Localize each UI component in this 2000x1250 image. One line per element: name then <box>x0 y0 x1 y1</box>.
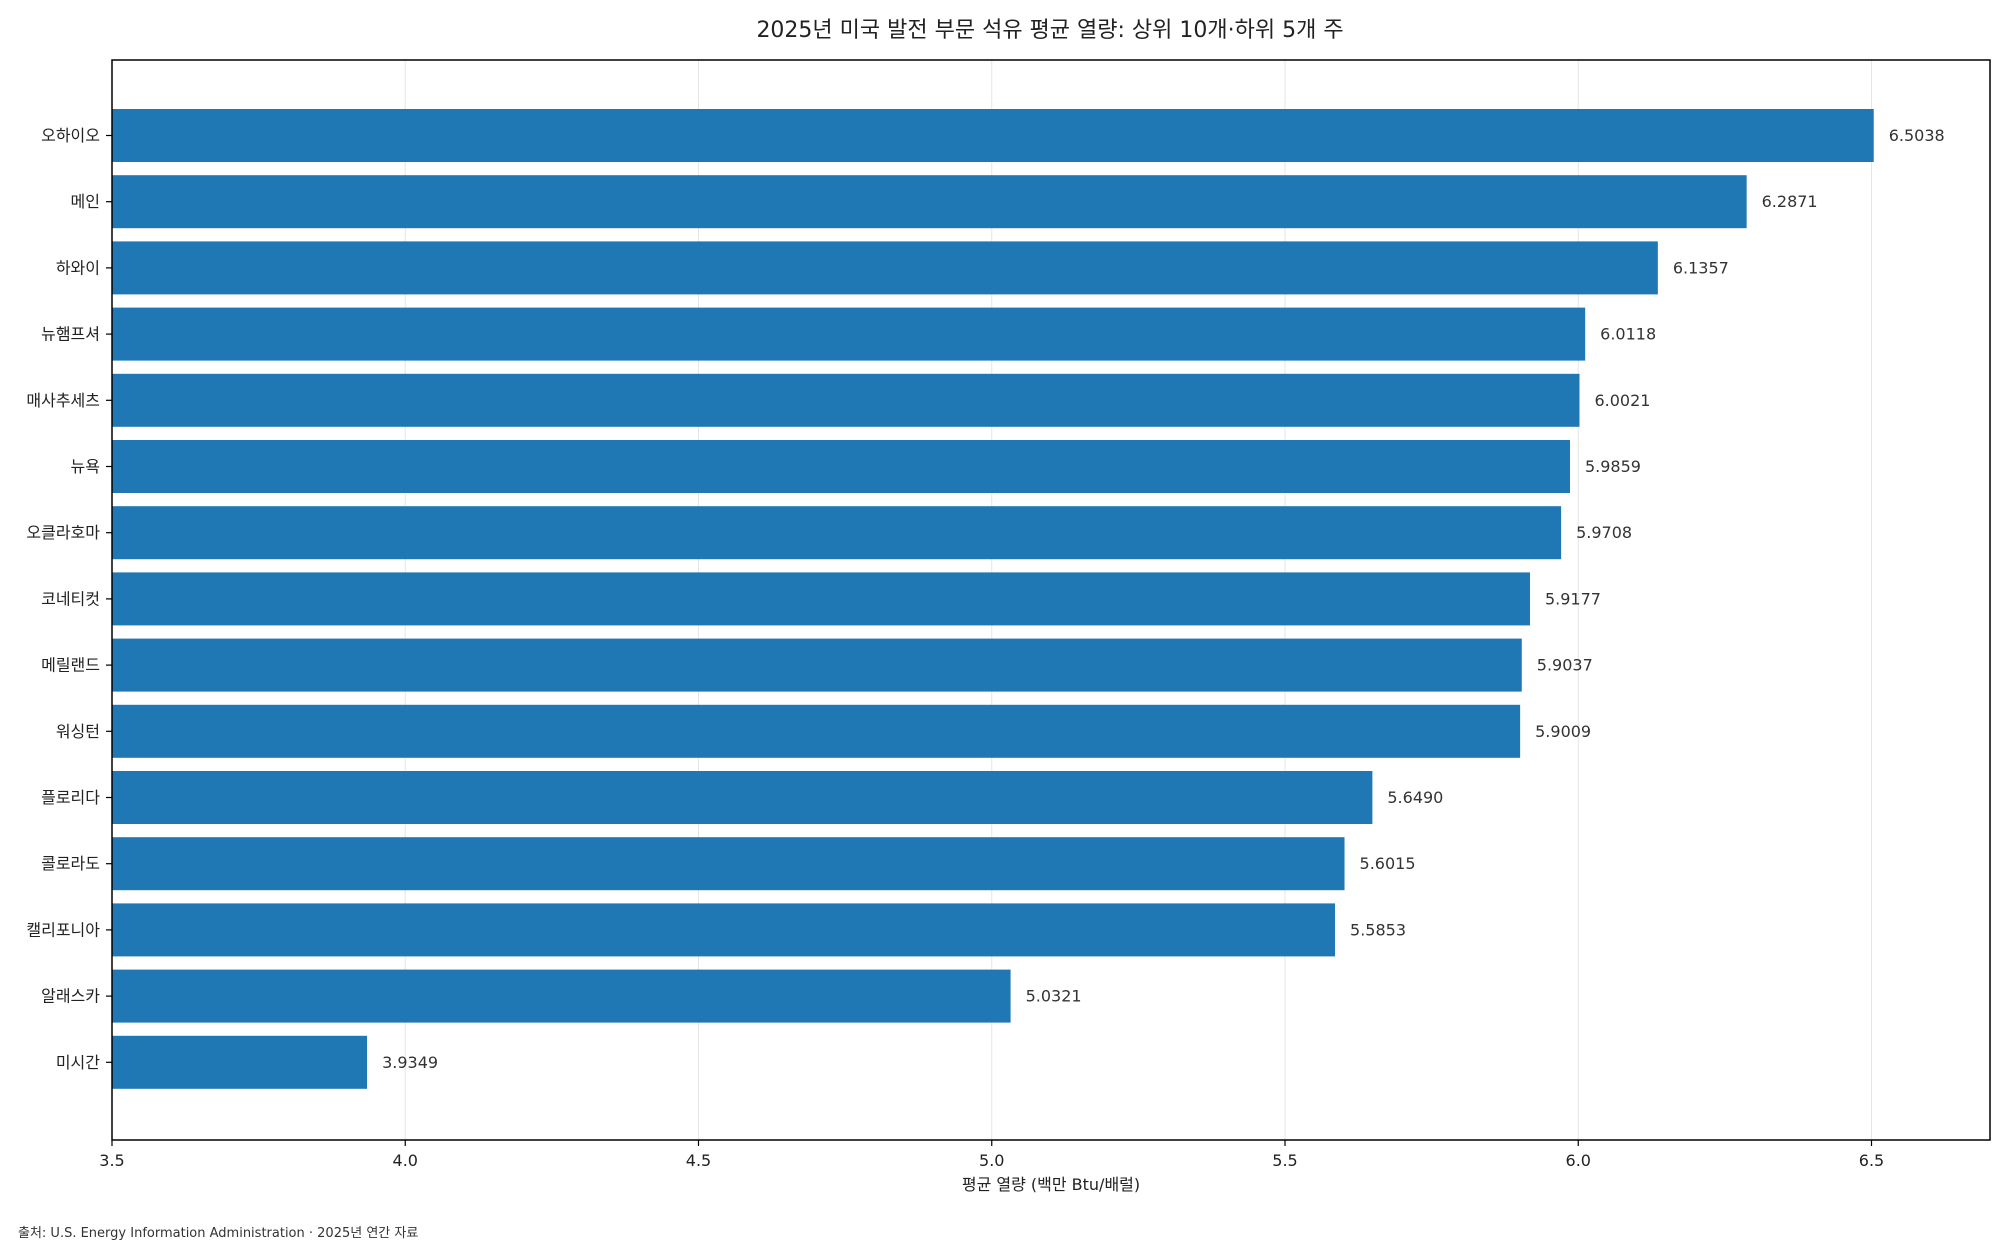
bar <box>112 109 1874 162</box>
category-label: 미시간 <box>56 1053 100 1072</box>
category-label: 워싱턴 <box>56 722 100 741</box>
x-tick-label: 6.0 <box>1566 1151 1591 1170</box>
value-label: 5.9177 <box>1545 589 1601 608</box>
category-label: 콜로라도 <box>41 854 100 873</box>
category-label: 알래스카 <box>41 987 100 1006</box>
category-label: 오하이오 <box>41 126 100 145</box>
x-ticks: 3.5 4.0 4.5 5.0 5.5 6.0 6.5 <box>99 1140 1884 1170</box>
category-label: 캘리포니아 <box>26 920 100 939</box>
bar <box>112 704 1521 758</box>
value-label: 5.9037 <box>1537 656 1593 675</box>
bar <box>112 506 1562 560</box>
value-label: 6.5038 <box>1889 126 1945 145</box>
x-tick-label: 5.5 <box>1272 1151 1297 1170</box>
bar <box>112 771 1373 824</box>
bar <box>112 903 1336 957</box>
bar <box>112 837 1345 891</box>
value-label: 5.9859 <box>1585 457 1641 476</box>
x-tick-label: 4.0 <box>393 1151 418 1170</box>
value-label: 5.6490 <box>1387 788 1443 807</box>
category-labels: 오하이오메인하와이뉴햄프셔매사추세츠뉴욕오클라호마코네티컷메릴랜드워싱턴플로리다… <box>26 126 112 1072</box>
x-tick-label: 3.5 <box>99 1151 124 1170</box>
plot-frame <box>111 59 1991 1141</box>
category-label: 매사추세츠 <box>26 391 100 410</box>
bar <box>112 638 1522 692</box>
bar <box>112 307 1586 361</box>
category-label: 오클라호마 <box>26 523 100 542</box>
bar <box>112 175 1747 229</box>
category-label: 하와이 <box>56 258 100 277</box>
category-label: 뉴햄프셔 <box>41 325 100 344</box>
bar <box>112 1035 368 1089</box>
value-label: 6.0118 <box>1600 325 1656 344</box>
chart-title: 2025년 미국 발전 부문 석유 평균 열량: 상위 10개·하위 5개 주 <box>756 18 1343 43</box>
value-label: 5.0321 <box>1026 987 1082 1006</box>
category-label: 코네티컷 <box>41 589 100 608</box>
value-label: 3.9349 <box>382 1053 438 1072</box>
bar <box>112 969 1011 1023</box>
value-label: 6.1357 <box>1673 258 1729 277</box>
x-tick-label: 6.5 <box>1859 1151 1884 1170</box>
category-label: 메인 <box>71 192 100 211</box>
category-label: 메릴랜드 <box>41 656 100 675</box>
category-label: 플로리다 <box>41 788 100 807</box>
value-label: 6.2871 <box>1762 192 1818 211</box>
category-label: 뉴욕 <box>71 457 100 476</box>
value-labels: 6.5038 6.2871 6.1357 6.0118 6.0021 5.9859 5.97… <box>382 126 1945 1072</box>
bar <box>112 440 1570 493</box>
value-label: 5.9009 <box>1535 722 1591 741</box>
value-label: 5.5853 <box>1350 920 1406 939</box>
bar <box>112 572 1530 626</box>
bar <box>112 241 1658 295</box>
source-note: 출처: U.S. Energy Information Administrati… <box>18 1226 419 1241</box>
x-axis-label: 평균 열량 (백만 Btu/배럴) <box>962 1175 1140 1194</box>
value-label: 6.0021 <box>1594 391 1650 410</box>
bars <box>112 109 1874 1089</box>
x-tick-label: 5.0 <box>979 1151 1004 1170</box>
x-tick-label: 4.5 <box>686 1151 711 1170</box>
value-label: 5.6015 <box>1360 854 1416 873</box>
bar <box>112 373 1580 427</box>
value-label: 5.9708 <box>1576 523 1632 542</box>
